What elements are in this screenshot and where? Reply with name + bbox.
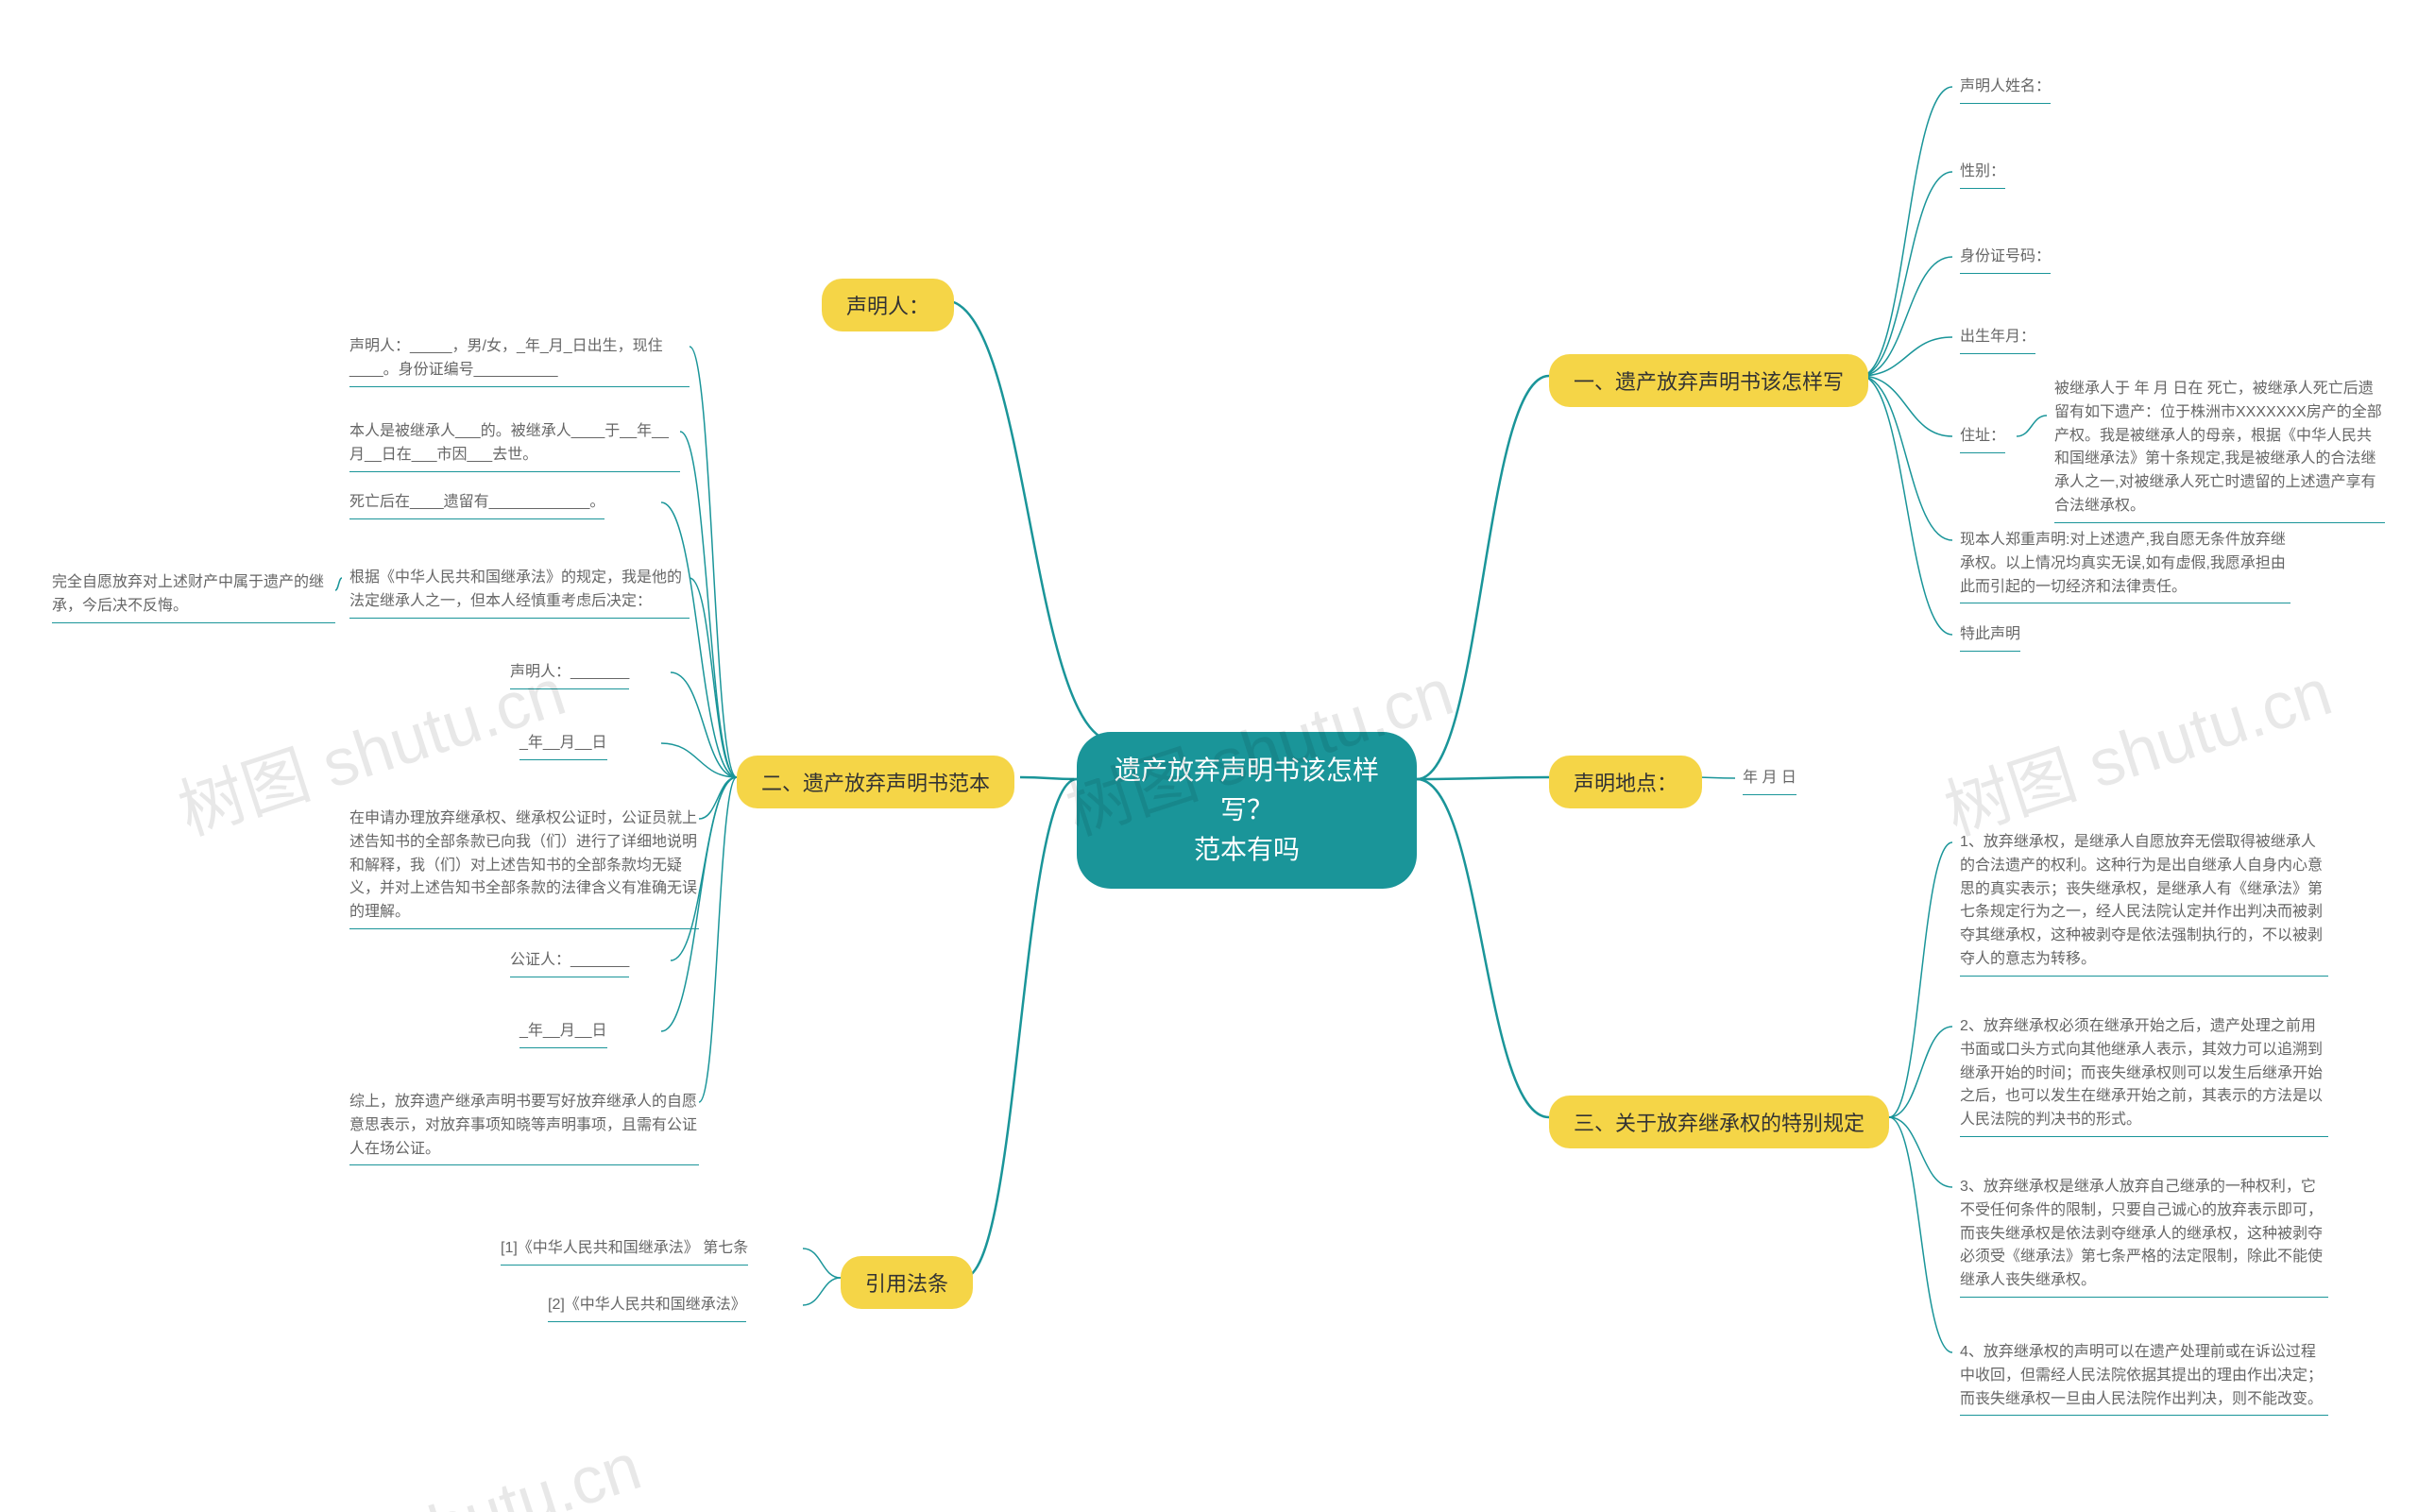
branch-r0: 声明人： [822, 279, 954, 331]
leaf-text: 4、放弃继承权的声明可以在遗产处理前或在诉讼过程中收回，但需经人民法院依据其提出… [1960, 1341, 2328, 1416]
leaf: 声明人姓名： [1960, 76, 2073, 104]
leaf: 性别： [1960, 161, 2035, 189]
branch-l1: 引用法条 [841, 1256, 973, 1309]
leaf: 1、放弃继承权，是继承人自愿放弃无偿取得被继承人的合法遗产的权利。这种行为是出自… [1960, 831, 2328, 977]
leaf-text: 公证人：_______ [510, 949, 629, 977]
leaf: [2]《中华人民共和国继承法》 [548, 1294, 803, 1322]
leaf: 声明人：_____，男/女，_年_月_日出生，现住____。身份证编号_____… [349, 335, 690, 387]
leaf-text: [2]《中华人民共和国继承法》 [548, 1294, 746, 1322]
leaf-text: 声明人姓名： [1960, 76, 2051, 104]
leaf-text: 身份证号码： [1960, 246, 2051, 274]
branch-r3: 三、关于放弃继承权的特别规定 [1549, 1096, 1889, 1148]
leaf: 身份证号码： [1960, 246, 2073, 274]
branch-l0: 二、遗产放弃声明书范本 [737, 756, 1014, 808]
leaf: _年__月__日 [519, 732, 661, 760]
leaf-text: 声明人：_____，男/女，_年_月_日出生，现住____。身份证编号_____… [349, 335, 690, 387]
leaf-text: 3、放弃继承权是继承人放弃自己继承的一种权利，它不受任何条件的限制，只要自己诚心… [1960, 1176, 2328, 1298]
leaf-text: 综上，放弃遗产继承声明书要写好放弃继承人的自愿意思表示，对放弃事项知晓等声明事项… [349, 1091, 699, 1165]
branch-r1: 一、遗产放弃声明书该怎样写 [1549, 354, 1868, 407]
leaf-sub: 被继承人于 年 月 日在 死亡，被继承人死亡后遗留有如下遗产：位于株洲市XXXX… [2054, 378, 2385, 523]
leaf: 在申请办理放弃继承权、继承权公证时，公证员就上述告知书的全部条款已向我（们）进行… [349, 807, 699, 929]
leaf: _年__月__日 [519, 1020, 661, 1048]
leaf-text: 声明人：_______ [510, 661, 629, 689]
leaf-sub-text: 完全自愿放弃对上述财产中属于遗产的继承，今后决不反悔。 [52, 571, 335, 623]
leaf: 住址： [1960, 425, 2017, 453]
leaf: 3、放弃继承权是继承人放弃自己继承的一种权利，它不受任何条件的限制，只要自己诚心… [1960, 1176, 2328, 1298]
branch-r2: 声明地点： [1549, 756, 1702, 808]
leaf-text: _年__月__日 [519, 732, 607, 760]
leaf: 死亡后在____遗留有____________。 [349, 491, 661, 519]
leaf-text: 1、放弃继承权，是继承人自愿放弃无偿取得被继承人的合法遗产的权利。这种行为是出自… [1960, 831, 2328, 977]
leaf-text: 根据《中华人民共和国继承法》的规定，我是他的法定继承人之一，但本人经慎重考虑后决… [349, 567, 690, 619]
leaf-text: 2、放弃继承权必须在继承开始之后，遗产处理之前用书面或口头方式向其他继承人表示，… [1960, 1015, 2328, 1137]
leaf: 特此声明 [1960, 623, 2054, 652]
leaf: [1]《中华人民共和国继承法》 第七条 [501, 1237, 803, 1266]
leaf-text: 住址： [1960, 425, 2005, 453]
leaf-sub: 完全自愿放弃对上述财产中属于遗产的继承，今后决不反悔。 [52, 571, 335, 623]
leaf-sub-text: 被继承人于 年 月 日在 死亡，被继承人死亡后遗留有如下遗产：位于株洲市XXXX… [2054, 378, 2385, 523]
leaf-text: _年__月__日 [519, 1020, 607, 1048]
watermark: 树图 shutu.cn [1932, 639, 2342, 854]
watermark: 树图 shutu.cn [241, 1414, 652, 1512]
leaf: 出生年月： [1960, 326, 2054, 354]
leaf: 综上，放弃遗产继承声明书要写好放弃继承人的自愿意思表示，对放弃事项知晓等声明事项… [349, 1091, 699, 1165]
leaf-text: [1]《中华人民共和国继承法》 第七条 [501, 1237, 748, 1266]
leaf: 根据《中华人民共和国继承法》的规定，我是他的法定继承人之一，但本人经慎重考虑后决… [349, 567, 690, 619]
leaf-text: 死亡后在____遗留有____________。 [349, 491, 604, 519]
leaf: 公证人：_______ [510, 949, 671, 977]
leaf-text: 特此声明 [1960, 623, 2020, 652]
leaf-text: 本人是被继承人___的。被继承人____于__年__月__日在___市因___去… [349, 420, 680, 472]
center-node: 遗产放弃声明书该怎样写？ 范本有吗 [1077, 732, 1417, 889]
leaf: 年 月 日 [1743, 767, 1818, 795]
leaf-text: 现本人郑重声明:对上述遗产,我自愿无条件放弃继承权。以上情况均真实无误,如有虚假… [1960, 529, 2290, 603]
leaf: 2、放弃继承权必须在继承开始之后，遗产处理之前用书面或口头方式向其他继承人表示，… [1960, 1015, 2328, 1137]
leaf: 现本人郑重声明:对上述遗产,我自愿无条件放弃继承权。以上情况均真实无误,如有虚假… [1960, 529, 2290, 603]
leaf: 本人是被继承人___的。被继承人____于__年__月__日在___市因___去… [349, 420, 680, 472]
leaf-text: 出生年月： [1960, 326, 2035, 354]
leaf: 4、放弃继承权的声明可以在遗产处理前或在诉讼过程中收回，但需经人民法院依据其提出… [1960, 1341, 2328, 1416]
leaf-text: 年 月 日 [1743, 767, 1796, 795]
leaf-text: 在申请办理放弃继承权、继承权公证时，公证员就上述告知书的全部条款已向我（们）进行… [349, 807, 699, 929]
leaf: 声明人：_______ [510, 661, 671, 689]
leaf-text: 性别： [1960, 161, 2005, 189]
